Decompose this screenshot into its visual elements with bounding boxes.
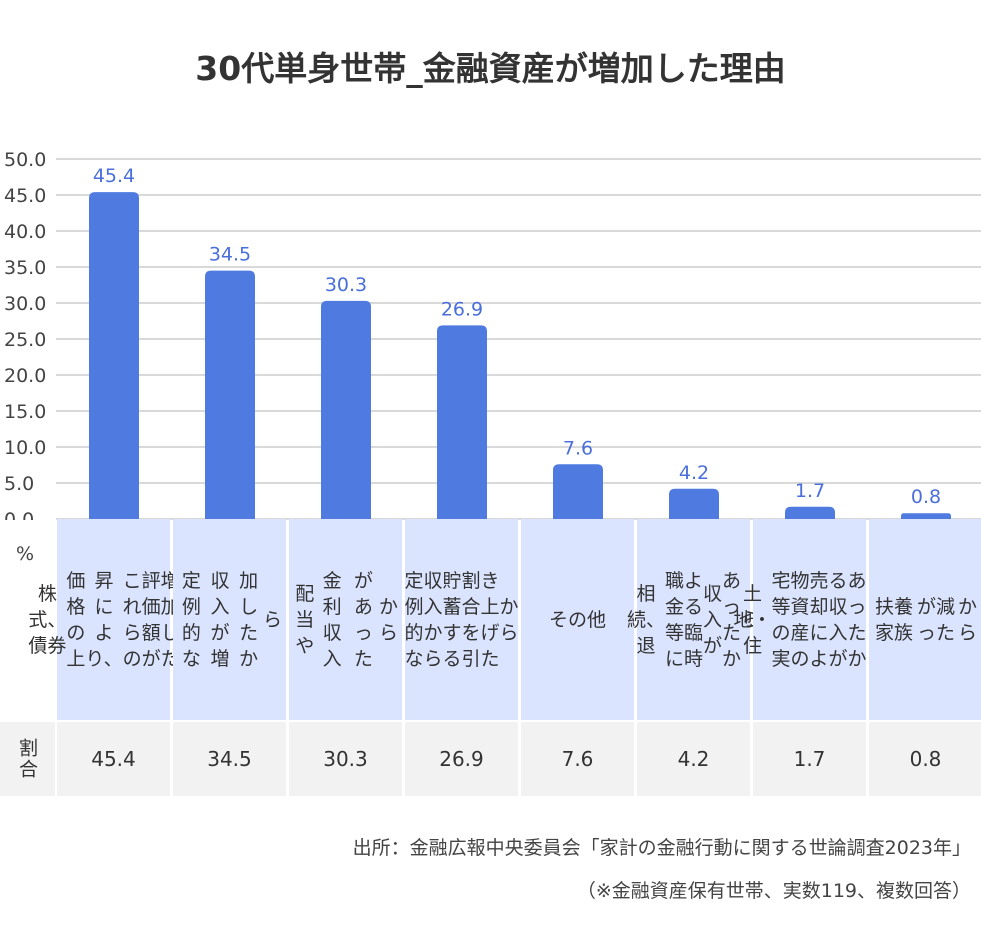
category-label-line: 土地・住 — [733, 582, 772, 657]
y-tick-label: 50.0 — [4, 149, 46, 171]
y-tick-label: 10.0 — [4, 437, 46, 459]
category-label-line: 売却によ — [809, 569, 829, 670]
category-label-line: その他 — [548, 608, 606, 631]
gridlines — [56, 158, 981, 520]
y-tick-label: 0.0 — [4, 509, 34, 520]
category-label: その他 — [521, 519, 634, 720]
category-label: 土地・住宅等の実物資産の売却による収入があったから — [733, 519, 886, 720]
category-label-line: 加したか — [239, 569, 259, 670]
category-label-line: 物資産の — [790, 569, 810, 670]
category-label-line: 評価額が — [141, 569, 161, 670]
category-label-line: 相続、退 — [626, 582, 665, 657]
category-label-line: 定例的な — [181, 569, 201, 670]
category-label-line: る収入が — [828, 569, 848, 670]
bar — [785, 506, 835, 519]
category-label-line: があった — [353, 569, 373, 670]
category-label-line: 宅等の実 — [771, 569, 791, 670]
category-label-line: 扶養家族 — [874, 595, 913, 644]
category-label-line: から — [499, 595, 519, 644]
bar-value-label: 0.8 — [911, 486, 941, 508]
bar — [205, 270, 255, 519]
y-tick-label: 20.0 — [4, 365, 46, 387]
category-label-line: よる臨時 — [683, 569, 703, 670]
bar-value-label: 7.6 — [563, 437, 593, 459]
y-tick-label: 25.0 — [4, 329, 46, 351]
y-tick-label: 5.0 — [4, 473, 34, 495]
category-label-line: から — [378, 595, 398, 644]
category-label-line: き上げた — [480, 569, 500, 670]
category-label-line: 金利収入 — [322, 569, 342, 670]
category-label-line: 定例的な — [404, 569, 424, 670]
y-tick-label: 15.0 — [4, 401, 46, 423]
table-value-cell: 4.2 — [637, 722, 750, 796]
category-label-line: ら — [262, 608, 282, 631]
bar-value-label: 26.9 — [441, 298, 483, 320]
bar-value-label: 34.5 — [209, 244, 251, 266]
y-tick-label: 40.0 — [4, 221, 46, 243]
category-label-line: 収入が増 — [210, 569, 230, 670]
category-label-line: あったか — [722, 569, 742, 670]
category-label-line: 収入から — [423, 569, 443, 670]
category-label-line: 昇により、 — [85, 569, 123, 670]
category-label-line: 株式、債券 — [28, 582, 67, 657]
table-value-cell: 30.3 — [289, 722, 402, 796]
category-label-line: 割合を引 — [461, 569, 481, 670]
source-text: 出所：金融広報中央委員会「家計の金融行動に関する世論調査2023年」 — [352, 837, 971, 859]
y-tick-label: 30.0 — [4, 293, 46, 315]
bar-value-label: 4.2 — [679, 462, 709, 484]
bar — [89, 192, 139, 519]
bar-value-label: 45.4 — [93, 165, 135, 187]
bar-value-label: 30.3 — [325, 274, 367, 296]
category-label-line: 貯蓄する — [442, 569, 462, 670]
y-tick-label: 35.0 — [4, 257, 46, 279]
category-label: 相続、退 職金等に よる臨時 収入が あったから — [627, 519, 760, 720]
table-value-cell: 1.7 — [753, 722, 866, 796]
table-value-cell: 45.4 — [57, 722, 170, 796]
bar — [669, 488, 719, 519]
bars — [89, 192, 951, 519]
category-label-line: 職金等に — [664, 569, 684, 670]
category-label-line: これらの — [122, 569, 142, 670]
category-label: 配当や 金利収入 があった から — [289, 519, 402, 720]
table-value-cell: 0.8 — [869, 722, 981, 796]
y-axis-unit: % — [16, 543, 35, 565]
y-tick-label: 45.0 — [4, 185, 46, 207]
table-row-label: 割合 — [0, 722, 55, 796]
table-value-cell: 26.9 — [405, 722, 518, 796]
bar-value-label: 1.7 — [795, 480, 825, 502]
category-label-line: 価格の上 — [66, 569, 86, 670]
category-label-line: 収入が — [702, 582, 722, 657]
category-label-line: から — [957, 595, 977, 644]
chart-title: 30代単身世帯_金融資産が増加した理由 — [195, 49, 786, 88]
category-label: 定例的な 収入から 貯蓄する 割合を引 き上げた から — [404, 519, 519, 720]
value-labels: 45.4 34.5 30.3 26.9 7.6 4.2 1.7 0.8 — [93, 165, 941, 508]
table-value-cell: 7.6 — [521, 722, 634, 796]
y-axis-ticks: 0.0 5.0 10.0 15.0 20.0 25.0 30.0 35.0 40.0 45.0 50… — [4, 149, 46, 520]
bar-chart: 45.4 34.5 30.3 26.9 7.6 4.2 1.7 0.8 0.0 5.0 10.0 1… — [4, 149, 981, 520]
table-value-cell: 34.5 — [173, 722, 286, 796]
category-label-line: あったか — [847, 569, 867, 670]
category-label: 扶養家族 が減った から — [869, 519, 981, 720]
bar — [553, 464, 603, 519]
note-text: （※金融資産保有世帯、実数119、複数回答） — [576, 880, 971, 902]
bar — [437, 325, 487, 519]
category-label-line: が減った — [916, 595, 955, 644]
bar — [901, 513, 951, 519]
category-label: 定例的な 収入が増 加したから — [173, 519, 286, 720]
category-label-line: 配当や — [295, 582, 315, 657]
bar — [321, 300, 371, 519]
